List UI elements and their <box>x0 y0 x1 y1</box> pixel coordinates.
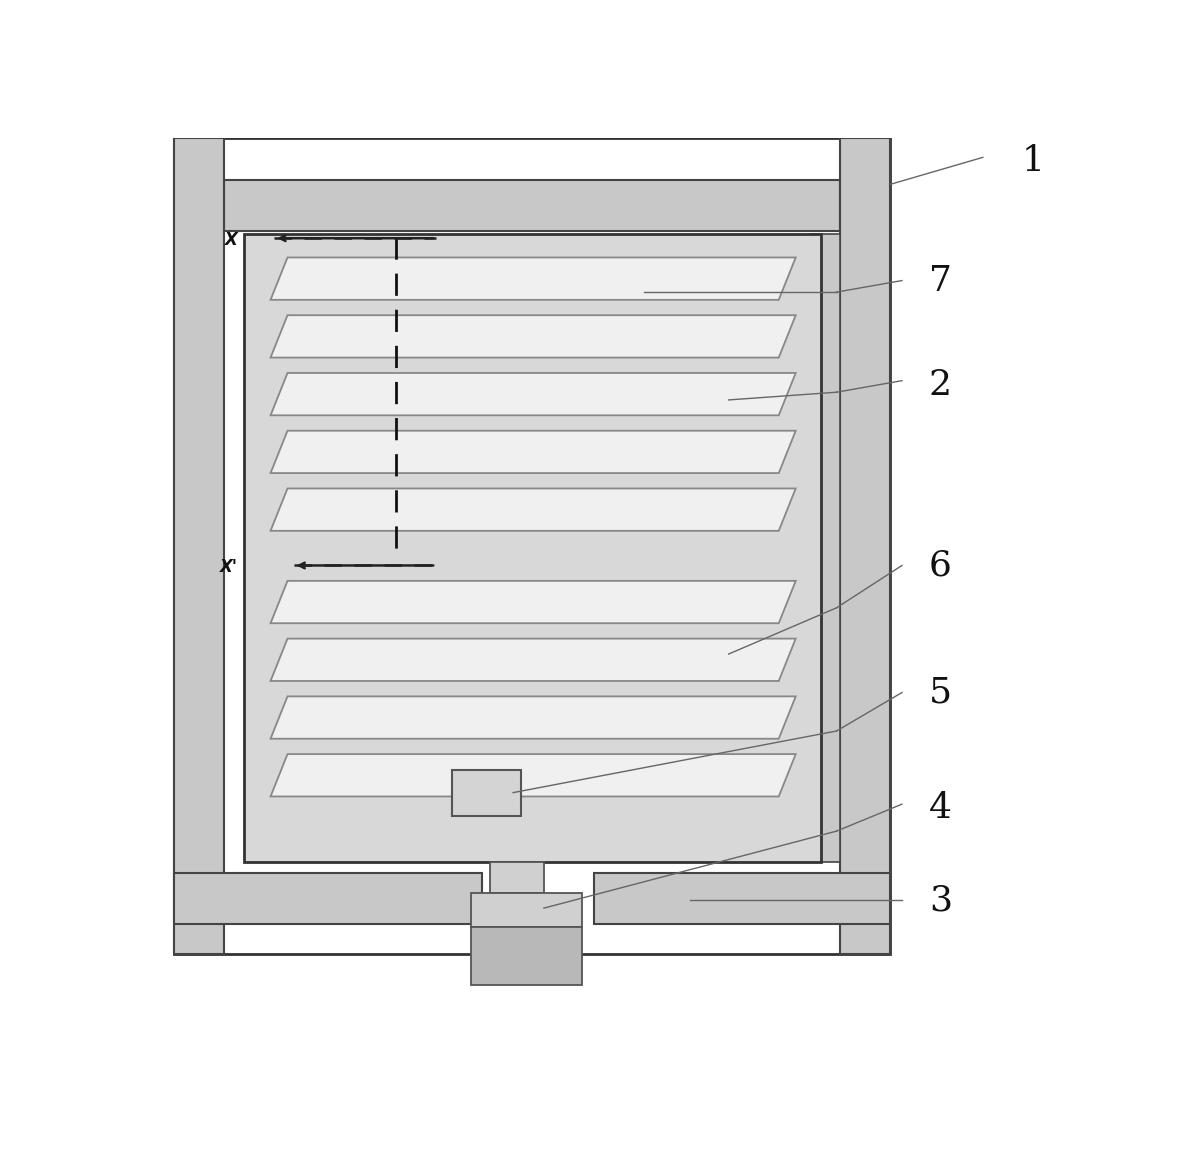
Text: X: X <box>224 230 237 249</box>
Text: 3: 3 <box>929 884 952 917</box>
Bar <box>594 874 891 923</box>
Text: 7: 7 <box>929 264 952 298</box>
Polygon shape <box>270 258 796 299</box>
Text: X': X' <box>219 558 237 576</box>
Text: 4: 4 <box>929 791 952 825</box>
Bar <box>471 893 582 928</box>
Bar <box>243 235 821 862</box>
Polygon shape <box>270 430 796 473</box>
Polygon shape <box>270 639 796 681</box>
Text: 6: 6 <box>929 549 952 582</box>
Polygon shape <box>270 696 796 739</box>
Text: 5: 5 <box>929 676 952 709</box>
Polygon shape <box>270 754 796 796</box>
Bar <box>471 928 582 985</box>
Polygon shape <box>270 488 796 531</box>
Bar <box>174 138 891 954</box>
Polygon shape <box>270 581 796 623</box>
Polygon shape <box>270 373 796 416</box>
Bar <box>224 181 841 230</box>
Bar <box>810 235 841 862</box>
Polygon shape <box>270 315 796 358</box>
Text: 2: 2 <box>929 367 952 402</box>
Bar <box>490 862 544 893</box>
Bar <box>841 138 891 954</box>
Bar <box>452 770 521 816</box>
Bar <box>174 138 224 954</box>
Text: 1: 1 <box>1021 144 1045 178</box>
Bar <box>174 874 483 923</box>
